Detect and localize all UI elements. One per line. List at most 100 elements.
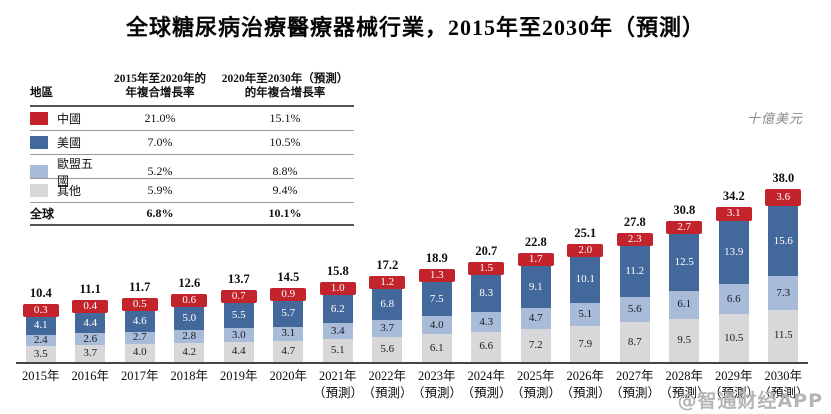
bar-segment-eu5: 5.1 (570, 302, 601, 327)
bar-total-label: 11.1 (79, 282, 101, 297)
x-axis-label-0: 2015年 (21, 369, 60, 383)
others-color-swatch (30, 183, 48, 197)
bar-total-label: 27.8 (623, 215, 646, 229)
legend-region-global: 全球 (30, 206, 55, 221)
bar-segment-usa: 11.2 (619, 246, 650, 297)
legend-row-eu5: 歐盟五國 5.2% 8.8% (30, 155, 354, 188)
stacked-bar: 1.3 7.5 4.0 6.1 (418, 268, 455, 362)
bar-segment-others: 9.5 (669, 318, 700, 362)
x-axis-label-11: 2026年 （預測） (560, 369, 611, 400)
legend-region-label: 歐盟五國 (57, 156, 94, 188)
stacked-bar: 2.3 11.2 5.6 8.7 (616, 233, 653, 362)
stacked-bar: 0.5 4.6 2.7 4.0 (121, 297, 158, 362)
x-axis-label-9: 2024年 （預測） (461, 369, 512, 400)
legend-region-label: 其他 (57, 183, 82, 198)
legend-region-usa: 美國 (30, 134, 104, 151)
bar-column-14: 34.2 3.1 13.9 6.6 10.5 (709, 189, 759, 362)
bar-segment-eu5: 4.0 (421, 316, 452, 335)
x-axis-label-4: 2019年 (219, 369, 258, 383)
bar-total-label: 12.6 (178, 276, 201, 291)
bar-segment-eu5: 4.3 (471, 312, 502, 332)
bar-segment-others: 6.6 (471, 331, 502, 362)
bar-segment-china: 0.9 (270, 287, 307, 301)
stacked-bar: 1.7 9.1 4.7 7.2 (517, 253, 554, 362)
bar-segment-others: 4.4 (223, 341, 254, 362)
bar-column-11: 25.1 2.0 10.1 5.1 7.9 (561, 226, 611, 362)
usa-color-swatch (30, 135, 48, 149)
x-axis-label-7: 2022年 （預測） (362, 369, 413, 400)
bar-total-label: 17.2 (376, 257, 399, 272)
bar-segment-china: 2.0 (567, 243, 604, 257)
legend-cagr2-value: 9.4% (272, 182, 298, 197)
bar-segment-usa: 7.5 (421, 281, 452, 317)
bar-segment-others: 5.6 (372, 336, 403, 362)
legend-region-others: 其他 (30, 182, 104, 199)
legend-cagr1-value: 5.2% (147, 164, 173, 179)
x-axis-label-10: 2025年 （預測） (511, 369, 562, 400)
bar-segment-eu5: 4.7 (520, 307, 551, 330)
bar-total-label: 11.7 (129, 279, 151, 294)
stacked-bar: 2.7 12.5 6.1 9.5 (666, 221, 703, 362)
bar-column-13: 30.8 2.7 12.5 6.1 9.5 (660, 203, 710, 362)
legend-row-global: 全球 6.8% 10.1% (30, 203, 354, 226)
legend-cagr2-value: 10.1% (268, 205, 302, 220)
bar-column-5: 14.5 0.9 5.7 3.1 4.7 (264, 270, 314, 362)
legend-cagr2-value: 8.8% (272, 164, 298, 179)
watermark: @智通财经APP (677, 390, 823, 412)
bar-segment-usa: 10.1 (570, 256, 601, 303)
x-axis-label-8: 2023年 （預測） (412, 369, 463, 400)
bar-segment-eu5: 5.6 (619, 296, 650, 323)
bar-total-label: 22.8 (524, 235, 547, 250)
bar-segment-usa: 12.5 (669, 234, 700, 292)
stacked-bar: 0.9 5.7 3.1 4.7 (270, 287, 307, 362)
bar-segment-others: 8.7 (619, 322, 650, 362)
bar-segment-usa: 9.1 (520, 266, 551, 308)
bar-segment-usa: 6.2 (322, 295, 353, 324)
bar-segment-others: 4.7 (273, 340, 304, 362)
x-axis-label-6: 2021年 （預測） (313, 369, 364, 400)
bar-segment-eu5: 2.6 (75, 333, 106, 346)
stacked-bar: 1.2 6.8 3.7 5.6 (369, 275, 406, 362)
bar-segment-china: 0.4 (72, 300, 109, 314)
x-axis-label-5: 2020年 (269, 369, 307, 383)
bar-total-label: 25.1 (574, 225, 597, 240)
bar-segment-usa: 8.3 (471, 274, 502, 313)
bar-column-7: 17.2 1.2 6.8 3.7 5.6 (363, 258, 413, 362)
bar-segment-eu5: 2.8 (174, 330, 205, 343)
x-axis-labels: 2015年 2016年 2017年 2018年 2019年 2020年 2021年 （預測） 2… (16, 368, 809, 402)
legend-cagr2-value: 15.1% (269, 110, 301, 125)
bar-column-6: 15.8 1.0 6.2 3.4 5.1 (313, 264, 363, 362)
stacked-bar: 3.6 15.6 7.3 11.5 (765, 189, 802, 362)
legend-rows: 中國 21.0% 15.1% 美國 7.0% 10.5% 歐盟五國 5.2% 8.8% 其他 5.9… (30, 107, 354, 226)
bar-segment-china: 1.3 (418, 268, 455, 282)
page-title: 全球糖尿病治療醫療器械行業，2015年至2030年（預測） (125, 15, 705, 40)
x-axis-label-14: 2029年 （預測） (709, 369, 760, 400)
bar-segment-eu5: 3.4 (322, 323, 353, 339)
legend-region-label: 美國 (57, 135, 82, 150)
bar-segment-eu5: 2.4 (25, 335, 56, 347)
bar-column-12: 27.8 2.3 11.2 5.6 8.7 (610, 215, 660, 362)
x-axis-label-12: 2027年 （預測） (610, 369, 661, 400)
bar-segment-others: 3.5 (25, 346, 56, 362)
bar-segment-eu5: 6.6 (718, 284, 749, 315)
bar-total-label: 34.2 (722, 188, 745, 203)
legend-row-usa: 美國 7.0% 10.5% (30, 131, 354, 155)
chart-plot: 10.4 0.3 4.1 2.4 3.5 11.1 0.4 4.4 2.6 3.7 11.7 0.5 4… (16, 167, 808, 364)
bar-column-2: 11.7 0.5 4.6 2.7 4.0 (115, 280, 165, 362)
stacked-bar: 2.0 10.1 5.1 7.9 (567, 243, 604, 362)
legend-row-china: 中國 21.0% 15.1% (30, 107, 354, 131)
bar-segment-others: 7.2 (520, 329, 551, 362)
stacked-bar: 0.7 5.5 3.0 4.4 (220, 290, 257, 362)
bar-segment-usa: 4.4 (75, 313, 106, 334)
eu5-color-swatch (30, 165, 48, 179)
legend-cagr2-value: 10.5% (269, 134, 301, 149)
bar-segment-others: 11.5 (768, 309, 799, 362)
bar-column-0: 10.4 0.3 4.1 2.4 3.5 (16, 286, 66, 362)
x-axis-label-13: 2028年 （預測） (659, 369, 710, 400)
bar-segment-usa: 13.9 (718, 220, 749, 285)
stacked-bar: 0.6 5.0 2.8 4.2 (171, 294, 208, 362)
bar-total-label: 14.5 (277, 269, 300, 284)
legend-table: 地區 2015年至2020年的 年複合增長率 2020年至2030年（預測） 的年複合增… (30, 72, 354, 226)
stacked-bar: 3.1 13.9 6.6 10.5 (715, 206, 752, 362)
bar-segment-china: 0.5 (121, 297, 158, 311)
